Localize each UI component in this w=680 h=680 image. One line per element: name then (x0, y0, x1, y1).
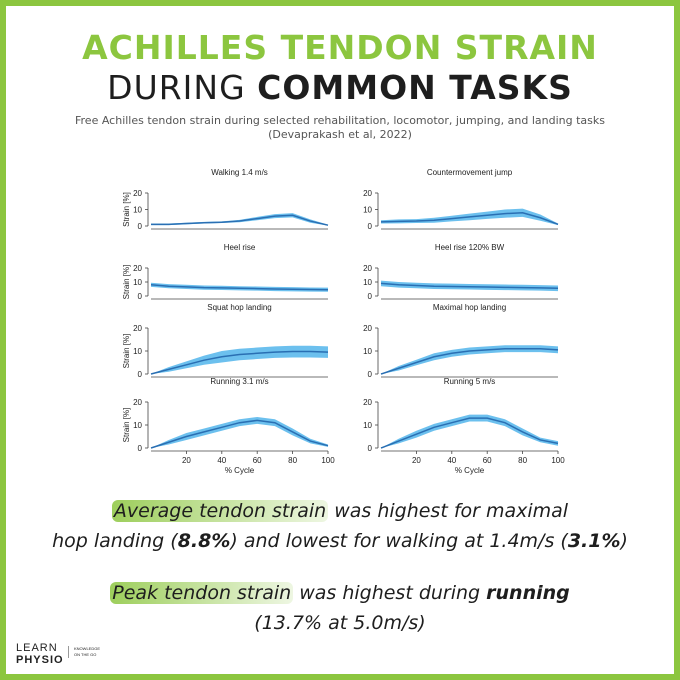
title-line1: ACHILLES TENDON STRAIN (82, 28, 598, 67)
highlight: Peak tendon strain (110, 582, 294, 604)
subtitle: Free Achilles tendon strain during selec… (6, 114, 674, 142)
x-tick-label: 40 (217, 456, 226, 465)
logo-text: PHYSIO (16, 654, 64, 666)
text: ) (620, 530, 628, 552)
line (151, 214, 329, 226)
text: was highest during (293, 582, 487, 604)
y-axis-label: Strain [%] (122, 334, 131, 369)
x-axis-label: % Cycle (225, 466, 255, 475)
y-tick-label: 20 (363, 189, 372, 198)
band (381, 414, 558, 448)
panel-title: Squat hop landing (207, 303, 272, 312)
y-tick-label: 20 (133, 324, 142, 333)
title-part: DURING (107, 68, 258, 107)
y-tick-label: 0 (138, 370, 143, 379)
y-tick-label: 20 (133, 398, 142, 407)
x-tick-label: 80 (288, 456, 297, 465)
emphasis: 3.1% (567, 530, 621, 552)
y-tick-label: 0 (368, 444, 373, 453)
x-tick-label: 60 (483, 456, 492, 465)
subtitle-line: Free Achilles tendon strain during selec… (75, 114, 605, 127)
y-tick-label: 20 (363, 398, 372, 407)
x-tick-label: 20 (412, 456, 421, 465)
logo: LEARN PHYSIO KNOWLEDGE ON THE GO (16, 642, 100, 666)
y-tick-label: 0 (368, 292, 373, 301)
y-tick-label: 10 (133, 278, 142, 287)
x-axis-label: % Cycle (455, 466, 485, 475)
highlight: Average tendon strain (111, 500, 329, 522)
subtitle-line: (Devaprakash et al, 2022) (268, 128, 412, 141)
y-tick-label: 20 (363, 264, 372, 273)
text: (13.7% at 5.0m/s) (254, 612, 426, 634)
band (381, 280, 558, 292)
text: hop landing ( (52, 530, 178, 552)
y-tick-label: 0 (368, 222, 373, 231)
finding: Peak tendon strain was highest during ru… (6, 578, 674, 638)
y-tick-label: 10 (363, 347, 372, 356)
y-tick-label: 10 (363, 278, 372, 287)
y-tick-label: 20 (133, 189, 142, 198)
logo-text: LEARN (16, 642, 58, 654)
line (150, 284, 329, 291)
panel-title: Running 5 m/s (444, 377, 496, 386)
line (380, 417, 559, 449)
title-line2: DURING COMMON TASKS (6, 68, 674, 107)
line (380, 212, 559, 226)
panel-title: Maximal hop landing (433, 303, 506, 312)
tagline: KNOWLEDGE ON THE GO (68, 646, 114, 658)
panel-title: Running 3.1 m/s (210, 377, 268, 386)
y-axis-label: Strain [%] (122, 408, 131, 443)
y-tick-label: 0 (368, 370, 373, 379)
y-tick-label: 10 (363, 206, 372, 215)
y-axis-label: Strain [%] (122, 192, 131, 227)
finding: Average tendon strain was highest for ma… (6, 496, 674, 556)
y-tick-label: 20 (133, 264, 142, 273)
y-tick-label: 0 (138, 444, 143, 453)
line (150, 350, 329, 375)
panel-title: Heel rise 120% BW (435, 243, 505, 252)
panel-title: Walking 1.4 m/s (211, 168, 268, 177)
panel-title: Countermovement jump (427, 168, 513, 177)
line (380, 347, 559, 375)
title-part: COMMON TASKS (257, 68, 573, 107)
x-tick-label: 100 (551, 456, 565, 465)
text: ) and lowest for walking at 1.4m/s ( (230, 530, 568, 552)
y-tick-label: 20 (363, 324, 372, 333)
x-tick-label: 60 (253, 456, 262, 465)
y-tick-label: 10 (133, 421, 142, 430)
x-tick-label: 20 (182, 456, 191, 465)
emphasis: 8.8% (177, 530, 231, 552)
band (151, 345, 328, 374)
y-tick-label: 0 (138, 292, 143, 301)
tagline-text: KNOWLEDGE (74, 646, 101, 651)
band (151, 416, 328, 448)
y-tick-label: 10 (133, 206, 142, 215)
line (380, 282, 559, 290)
y-axis-label: Strain [%] (122, 265, 131, 300)
x-tick-label: 80 (518, 456, 527, 465)
tagline-text: ON THE GO (74, 652, 97, 657)
x-tick-label: 40 (447, 456, 456, 465)
panel-title: Heel rise (224, 243, 256, 252)
text: was highest for maximal (328, 500, 569, 522)
y-tick-label: 10 (133, 347, 142, 356)
line (150, 419, 329, 449)
x-tick-label: 100 (321, 456, 335, 465)
band (381, 345, 558, 374)
y-tick-label: 0 (138, 222, 143, 231)
y-tick-label: 10 (363, 421, 372, 430)
emphasis: running (486, 582, 570, 604)
